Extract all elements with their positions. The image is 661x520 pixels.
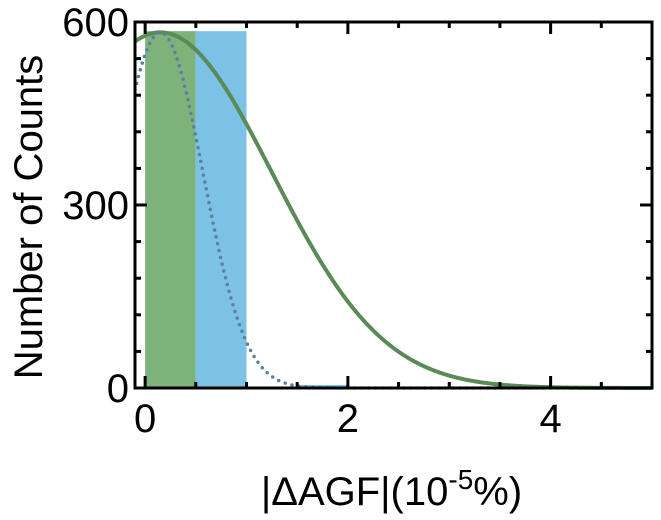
y-tick-label: 600	[62, 1, 129, 45]
y-tick-label: 0	[107, 367, 129, 411]
x-tick-label: 2	[337, 397, 359, 441]
x-axis-label-unit: %)	[473, 470, 522, 514]
axis-ticks: 0 2 4 0 300 600	[62, 1, 652, 441]
x-tick-label: 0	[134, 397, 156, 441]
plot-content	[133, 30, 654, 390]
x-axis-label-exponent: -5	[448, 464, 473, 495]
histogram-bar	[195, 31, 247, 389]
histogram-bar	[145, 31, 196, 389]
histogram-bar	[297, 384, 348, 388]
x-axis-label: |ΔAGF|(10-5%)	[261, 464, 522, 514]
x-tick-label: 4	[540, 397, 562, 441]
y-axis-label: Number of Counts	[7, 55, 51, 380]
y-tick-label: 300	[62, 184, 129, 228]
x-axis-label-main: |ΔAGF|(10	[261, 470, 449, 514]
